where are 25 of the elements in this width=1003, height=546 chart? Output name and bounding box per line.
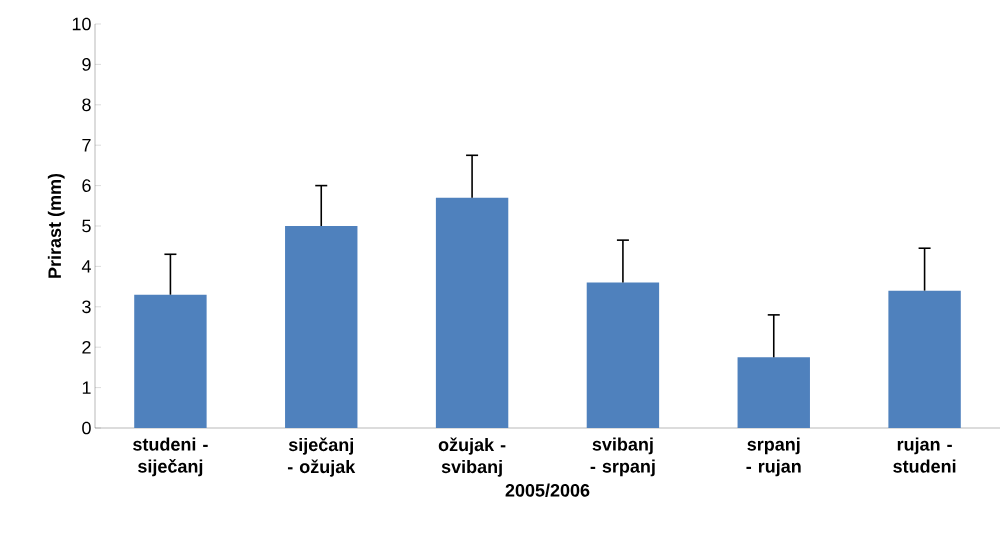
y-axis-title: Prirast (mm) [47,173,65,278]
y-tick-label: 7 [82,139,91,152]
y-tick-label: 1 [82,381,91,394]
y-tick-label: 9 [82,58,91,71]
x-tick-label: rujan - studeni [893,437,956,473]
y-tick-label: 8 [82,98,91,112]
x-tick-label: srpanj - rujan [746,437,801,477]
bar [134,294,207,428]
x-tick-label: svibanj - srpanj [590,437,655,477]
y-tick-label: 0 [82,421,91,435]
x-tick-label: studeni - siječanj [133,437,208,477]
bar [435,197,509,428]
y-tick-label: 10 [72,17,91,31]
y-tick-label: 5 [82,219,91,233]
y-tick-label: 4 [81,260,91,273]
x-axis-title: 2005/2006 [505,483,590,497]
bar [586,282,660,428]
y-tick-label: 3 [82,300,91,314]
bar [888,290,961,428]
bar [285,226,358,428]
y-tick-label: 2 [82,340,91,354]
bar [737,357,810,428]
x-tick-label: ožujak - svibanj [438,437,506,477]
x-tick-label: siječanj - ožujak [287,437,356,477]
y-tick-label: 6 [82,179,91,192]
